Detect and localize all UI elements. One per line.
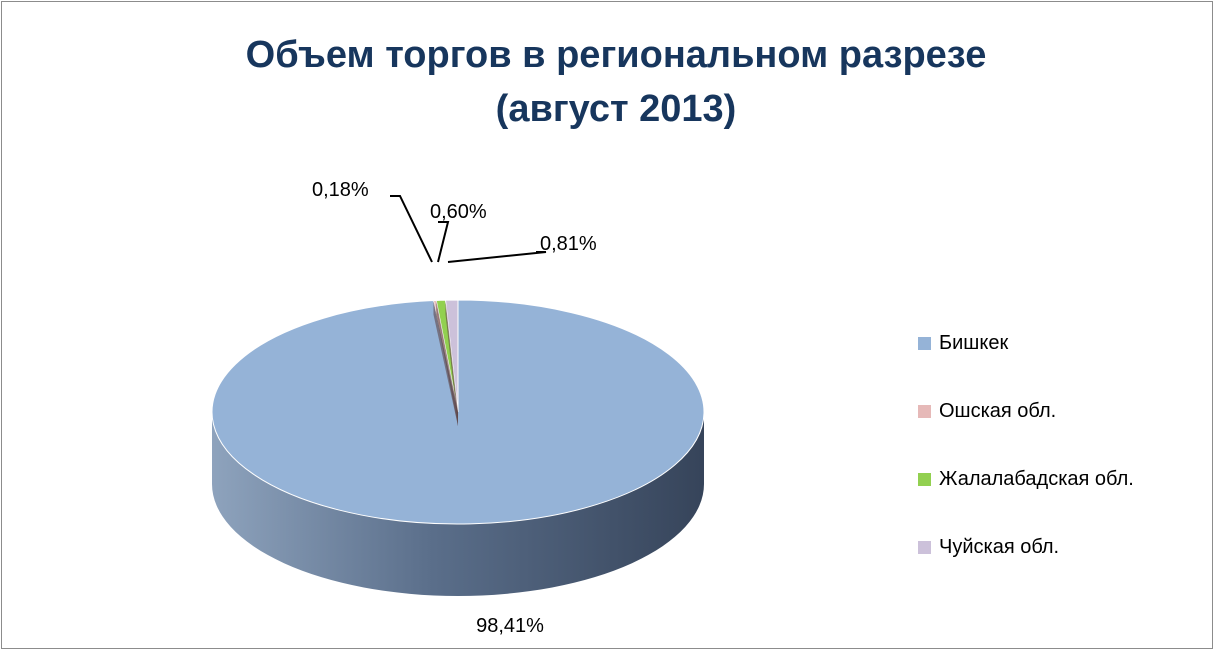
legend: Бишкек Ошская обл. Жалалабадская обл. Чу… (918, 326, 1134, 598)
data-labels: 98,41% 0,18% 0,60% 0,81% (312, 179, 597, 637)
leader-line-chui (447, 251, 547, 263)
legend-swatch (918, 404, 931, 418)
pie-top-layer (211, 299, 705, 525)
legend-swatch (918, 472, 931, 486)
data-label-chui: 0,81% (540, 233, 597, 255)
legend-item-jalalabad: Жалалабадская обл. (918, 462, 1134, 496)
legend-swatch (918, 336, 931, 350)
slice-chui-edge (445, 300, 458, 426)
legend-label: Бишкек (939, 331, 1009, 354)
legend-swatch (918, 540, 931, 554)
data-label-jalalabad: 0,60% (430, 201, 487, 223)
pie-side-rim (212, 412, 704, 596)
leader-line-osh (390, 195, 433, 263)
legend-item-chui: Чуйская обл. (918, 530, 1134, 564)
chart-title-line1: Объем торгов в региональном разрезе (245, 34, 987, 76)
leader-lines (390, 195, 547, 263)
data-label-osh: 0,18% (312, 179, 369, 201)
chart-title-line2: (август 2013) (495, 88, 737, 130)
legend-item-bishkek: Бишкек (918, 326, 1134, 360)
chart-title: Объем торгов в региональном разрезе (авг… (0, 28, 1216, 136)
slice-osh-edge (433, 300, 458, 426)
legend-label: Чуйская обл. (939, 535, 1060, 558)
legend-label: Жалалабадская обл. (939, 467, 1134, 490)
data-label-bishkek: 98,41% (476, 615, 544, 637)
leader-line-jalalabad (437, 221, 450, 263)
legend-label: Ошская обл. (939, 399, 1057, 422)
pie-side-layer (212, 412, 704, 596)
legend-item-osh: Ошская обл. (918, 394, 1134, 428)
slice-chui (444, 299, 459, 413)
slice-jalalabad-edge (436, 300, 458, 426)
